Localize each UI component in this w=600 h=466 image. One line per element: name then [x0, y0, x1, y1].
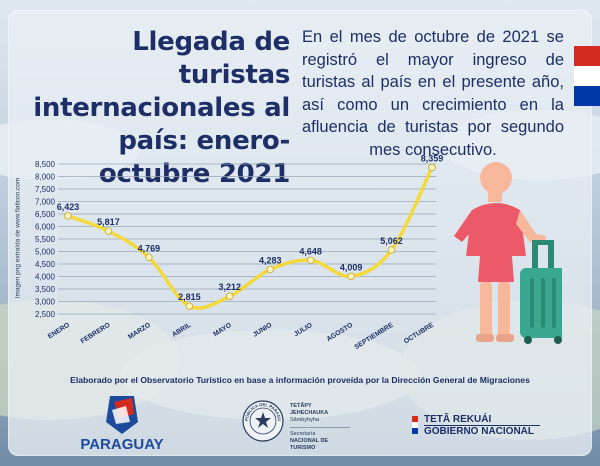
- y-tick-label: 8,500: [35, 160, 56, 169]
- data-label: 2,815: [178, 292, 201, 302]
- flag-stripe-white: [574, 66, 600, 86]
- senatur-line: Secretaría: [290, 431, 316, 437]
- source-note: Elaborado por el Observatorio Turístico …: [70, 375, 530, 385]
- senatur-line: TURISMO: [290, 445, 316, 451]
- gobierno-line-1: TETÃ REKUÁI: [424, 414, 492, 425]
- data-label: 4,648: [299, 246, 322, 256]
- data-label: 5,062: [380, 236, 403, 246]
- mini-flag-stripe: [412, 422, 418, 428]
- gobierno-line-2: GOBIERNO NACIONAL: [424, 426, 534, 437]
- image-credit: Imagen png extraída de www.flaticon.com: [10, 177, 26, 299]
- y-tick-label: 6,000: [35, 222, 56, 231]
- y-tick-label: 5,500: [35, 235, 56, 244]
- y-tick-label: 2,500: [35, 310, 56, 319]
- paraguay-logo-mark: [106, 396, 138, 434]
- y-tick-label: 4,000: [35, 272, 56, 281]
- data-point: [145, 253, 153, 261]
- flag-stripe-red: [574, 46, 600, 66]
- series-line: [66, 165, 434, 310]
- x-tick-label: ABRIL: [171, 322, 192, 339]
- x-tick-label: SEPTIEMBRE: [353, 322, 395, 352]
- paraguay-flag-icon: [574, 46, 600, 106]
- senatur-line: Sãmbyhyha: [290, 417, 320, 423]
- senatur-line: TETÃPY: [290, 403, 312, 409]
- y-tick-label: 3,000: [35, 297, 56, 306]
- y-tick-label: 7,500: [35, 185, 56, 194]
- data-point: [104, 227, 113, 235]
- x-tick-label: ENERO: [47, 322, 71, 341]
- data-point: [306, 256, 315, 264]
- data-label: 5,817: [97, 217, 120, 227]
- y-tick-label: 3,500: [35, 285, 56, 294]
- y-tick-label: 7,000: [35, 197, 56, 206]
- senatur-logo: TETÃPY JEHECHAUKA Sãmbyhyha Secretaría N…: [290, 403, 370, 452]
- suitcase-icon: [520, 240, 562, 344]
- data-label: 8,359: [421, 154, 444, 164]
- national-seal-icon: REPÚBLICA DEL PARAGUAY: [242, 400, 284, 442]
- x-tick-label: OCTUBRE: [403, 322, 436, 346]
- y-tick-label: 5,000: [35, 247, 56, 256]
- data-point: [347, 272, 355, 280]
- y-tick-label: 6,500: [35, 210, 56, 219]
- mini-flag-icon: [412, 416, 418, 434]
- x-tick-label: AGOSTO: [326, 322, 355, 343]
- tourist-arrivals-line-chart: 2,500 3,000 3,500 4,000 4,500 5,000 5,500 6,000…: [35, 154, 444, 352]
- data-label: 4,009: [340, 262, 363, 272]
- data-label: 6,423: [57, 202, 80, 212]
- data-point: [387, 246, 396, 254]
- description-text: En el mes de octubre de 2021 se registró…: [302, 28, 564, 159]
- flag-stripe-blue: [574, 86, 600, 106]
- mini-flag-stripe: [412, 416, 418, 422]
- senatur-line: NACIONAL DE: [290, 438, 329, 444]
- y-tick-label: 4,500: [35, 260, 56, 269]
- x-tick-label: JULIO: [293, 322, 314, 339]
- mini-flag-stripe: [412, 428, 418, 434]
- data-label: 4,283: [259, 255, 282, 265]
- data-label: 4,769: [138, 243, 161, 253]
- data-point: [64, 212, 72, 220]
- x-tick-label: JUNIO: [252, 322, 273, 339]
- x-tick-label: FEBRERO: [80, 322, 112, 346]
- y-tick-label: 8,000: [35, 172, 56, 181]
- paraguay-logo-text: PARAGUAY: [80, 436, 164, 453]
- paraguay-logo-icon: PARAGUAY: [76, 392, 168, 453]
- data-point: [226, 292, 234, 300]
- data-point: [185, 302, 194, 310]
- data-point: [428, 163, 436, 172]
- gobierno-divider: [424, 425, 540, 426]
- senatur-line: JEHECHAUKA: [290, 410, 329, 416]
- data-label: 3,212: [219, 282, 242, 292]
- tourist-woman-icon: [454, 162, 562, 344]
- senatur-divider: [290, 427, 350, 428]
- x-tick-label: MARZO: [127, 322, 152, 341]
- data-point: [266, 265, 274, 274]
- image-credit-text: Imagen png extraída de www.flaticon.com: [14, 177, 22, 299]
- x-tick-label: MAYO: [212, 322, 232, 338]
